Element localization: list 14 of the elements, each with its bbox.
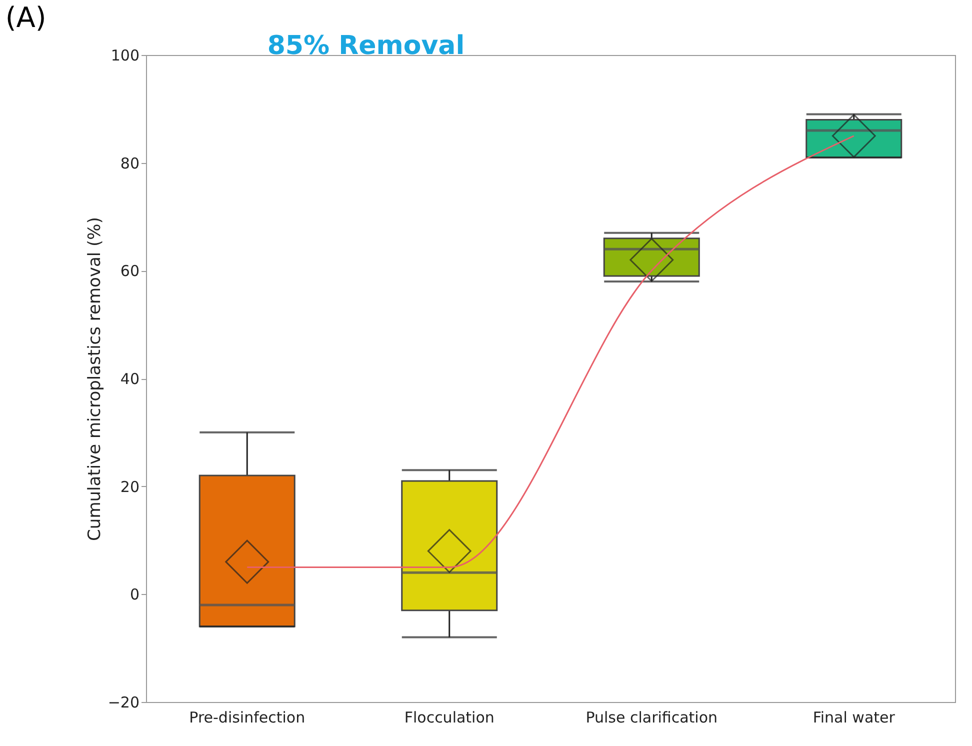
y-axis-title: Cumulative microplastics removal (%) [84, 217, 105, 541]
y-tick-label: 0 [130, 586, 140, 604]
y-tick-label: 60 [120, 262, 140, 280]
y-tick-label: 100 [110, 46, 140, 64]
chart-title: (A) [5, 1, 46, 34]
x-tick-label: Final water [812, 708, 896, 726]
y-tick-label: 20 [120, 478, 140, 496]
y-tick-label: −20 [108, 694, 140, 712]
y-tick-label: 80 [120, 154, 140, 172]
annotation: 85% Removal [267, 31, 465, 61]
x-tick-label: Pre-disinfection [189, 708, 306, 726]
x-tick-label: Flocculation [404, 708, 494, 726]
y-tick-label: 40 [120, 370, 140, 388]
x-tick-label: Pulse clarification [586, 708, 718, 726]
